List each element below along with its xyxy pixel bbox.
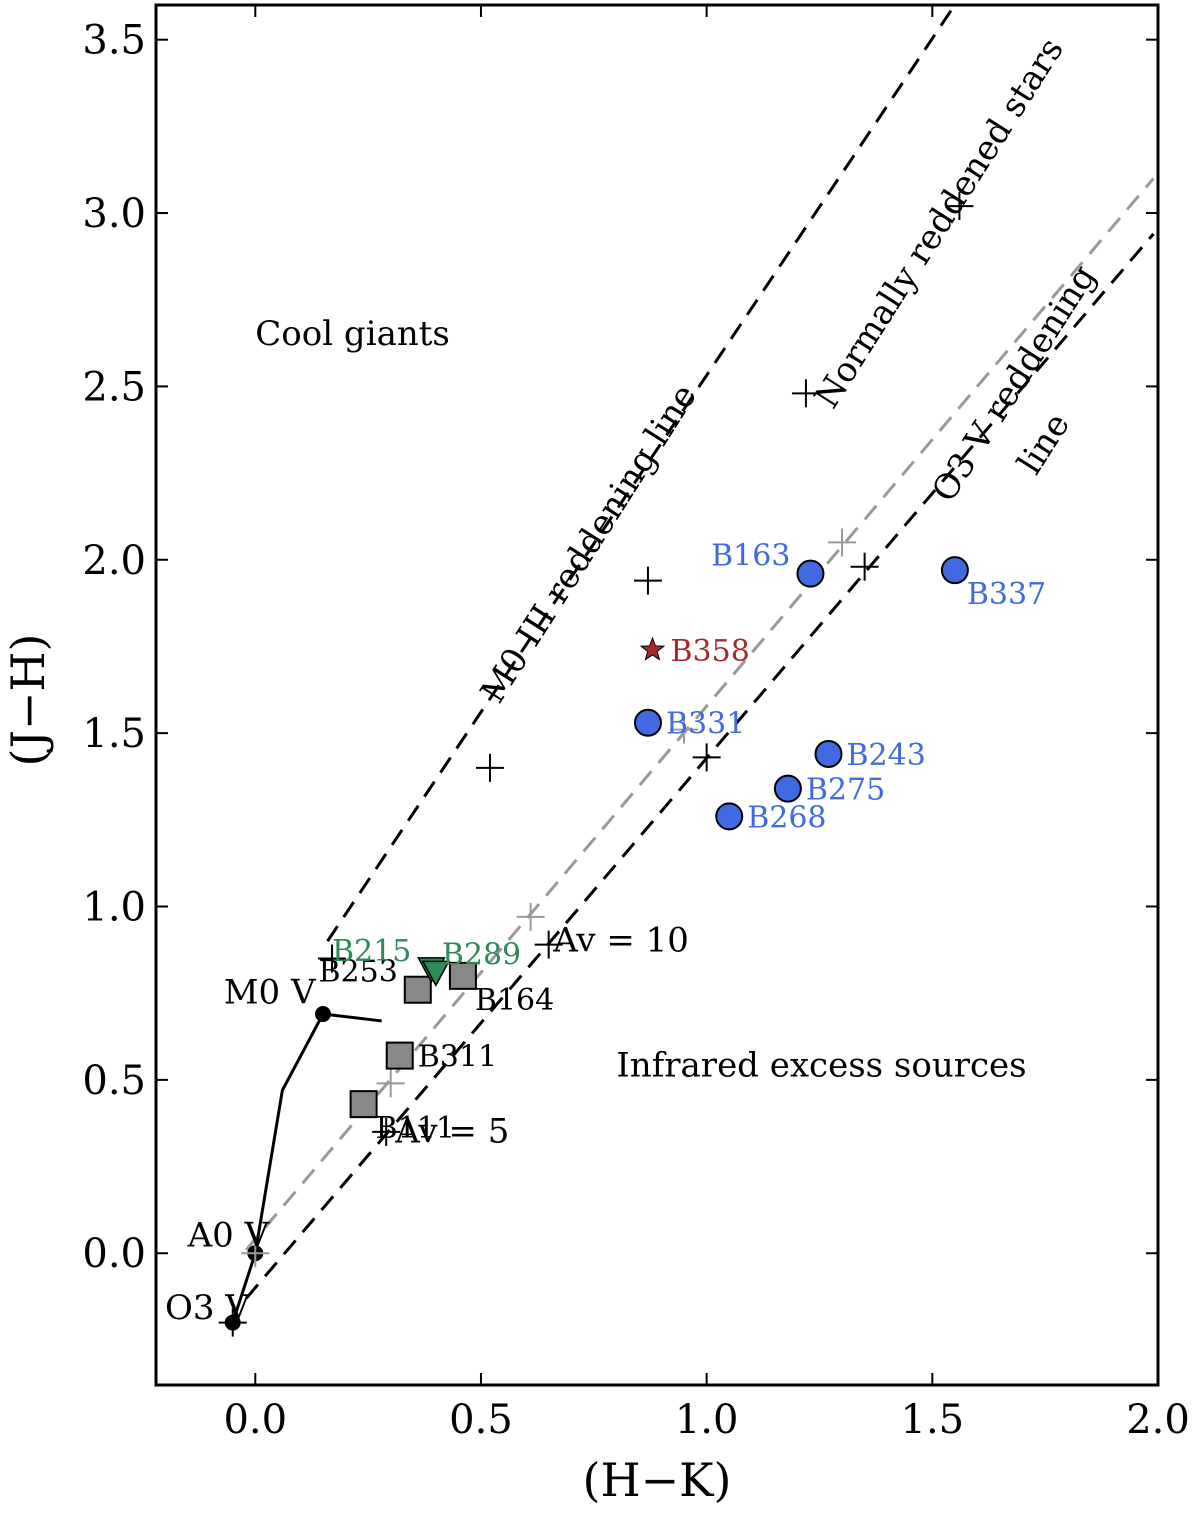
av-marker-13: [692, 743, 721, 772]
point-b163: [796, 559, 825, 588]
av-marker-9: [828, 528, 857, 557]
point-b311: [385, 1041, 414, 1070]
annotation-5: A0 V: [187, 1215, 271, 1255]
y-tick-label: 3.5: [82, 18, 146, 64]
av-marker-7: [516, 902, 545, 931]
x-tick-label: 0.5: [449, 1397, 513, 1443]
x-tick-label: 1.5: [901, 1397, 965, 1443]
point-b253-label: B253: [318, 955, 397, 990]
point-b289-label: B289: [442, 937, 521, 972]
y-tick-label: 3.0: [82, 191, 146, 237]
point-b111: [349, 1090, 378, 1119]
point-b111-label: B111: [376, 1111, 455, 1146]
x-axis-label: (H−K): [583, 1453, 732, 1507]
plot-frame: [154, 3, 1160, 1387]
av-marker-10: [218, 1308, 247, 1337]
av-marker-4: [945, 192, 974, 221]
point-b331-label: B331: [666, 707, 745, 742]
x-tick-label: 2.0: [1126, 1397, 1190, 1443]
y-tick-label: 1.0: [82, 885, 146, 931]
av-marker-1: [476, 753, 504, 782]
point-b253: [403, 975, 432, 1004]
main-sequence-line: [231, 1012, 382, 1324]
point-b337-label: B337: [967, 577, 1046, 612]
point-b243: [814, 739, 843, 768]
point-b337: [940, 556, 969, 585]
point-b358-label: B358: [670, 634, 749, 669]
reddening-line-1: [245, 177, 1155, 1251]
y-tick-label: 2.0: [82, 538, 146, 584]
point-b331: [633, 708, 662, 737]
point-b268-label: B268: [747, 800, 826, 835]
x-tick-label: 0.0: [223, 1397, 287, 1443]
y-tick-label: 0.5: [82, 1058, 146, 1104]
annotation-6: O3 V: [165, 1288, 251, 1328]
annotation-3: Av = 5: [394, 1111, 509, 1151]
point-b289: [421, 960, 451, 987]
annotation-9: O3 V reddening: [924, 258, 1104, 509]
annotation-10: line: [1010, 406, 1078, 481]
y-axis-label: (J−H): [1, 634, 55, 767]
point-b164: [448, 961, 477, 990]
x-tick-label: 1.0: [675, 1397, 739, 1443]
av-marker-0: [318, 944, 347, 973]
av-marker-5: [241, 1239, 270, 1268]
av-marker-8: [670, 715, 699, 744]
point-b275: [773, 774, 802, 803]
annotation-2: Av = 10: [552, 921, 689, 961]
annotation-1: Infrared excess sources: [616, 1045, 1026, 1085]
av-marker-14: [850, 552, 879, 581]
reddening-line-0: [326, 5, 957, 943]
point-b275-label: B275: [806, 773, 885, 808]
point-b268: [715, 802, 744, 831]
point-b163-label: B163: [711, 539, 790, 574]
av-marker-6: [376, 1069, 405, 1098]
point-b311-label: B311: [418, 1040, 497, 1075]
point-b358: [639, 636, 666, 661]
y-tick-label: 2.5: [82, 364, 146, 410]
annotation-4: M0 V: [224, 973, 317, 1013]
av-marker-3: [791, 379, 820, 408]
y-tick-label: 1.5: [82, 711, 146, 757]
av-marker-2: [633, 566, 662, 595]
av-marker-11: [372, 1117, 401, 1146]
ms-point-2: [315, 1005, 331, 1022]
reddening-line-2: [245, 232, 1155, 1300]
point-b243-label: B243: [847, 738, 926, 773]
point-b215-label: B215: [332, 934, 411, 969]
point-b164-label: B164: [475, 983, 554, 1018]
av-marker-12: [534, 930, 563, 959]
y-tick-label: 0.0: [82, 1231, 146, 1277]
annotation-0: Cool giants: [255, 314, 450, 354]
